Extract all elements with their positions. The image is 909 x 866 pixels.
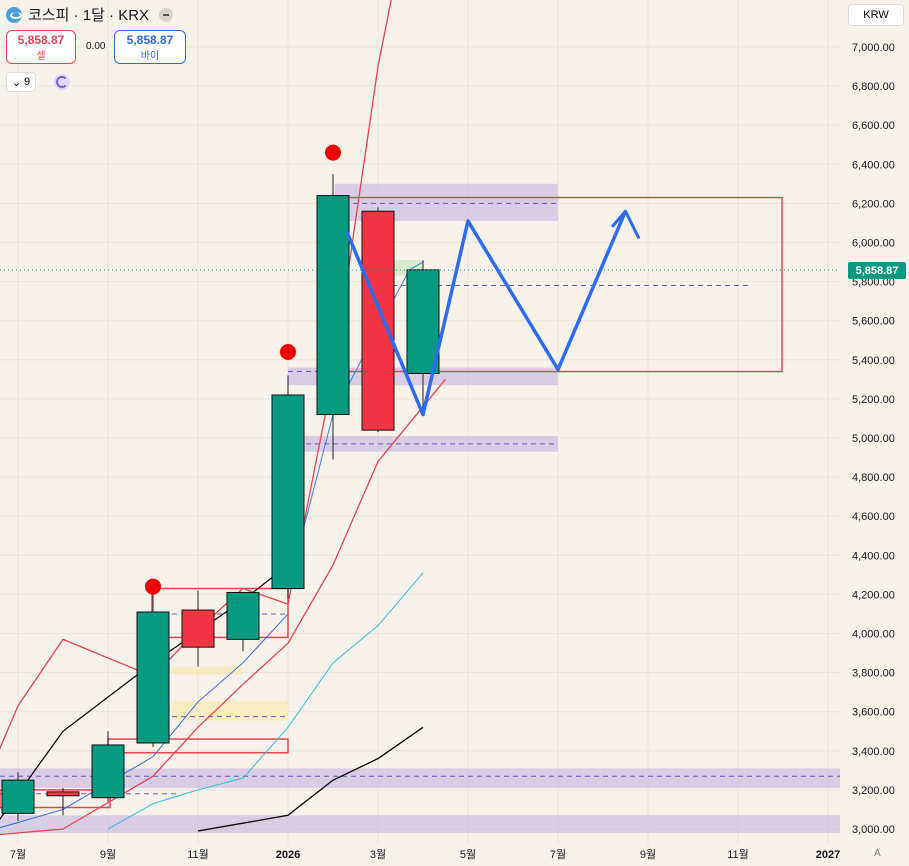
current-price-label: 5,858.87 bbox=[848, 262, 906, 279]
zone-yellow-1 bbox=[172, 700, 288, 721]
y-tick-label: 5,600.00 bbox=[852, 316, 895, 328]
candle bbox=[316, 174, 350, 460]
x-tick-label: 5월 bbox=[460, 848, 476, 861]
projection-line bbox=[344, 210, 628, 417]
y-tick-label: 4,000.00 bbox=[852, 629, 895, 641]
y-tick-label: 6,200.00 bbox=[852, 198, 895, 210]
x-tick-label: 7월 bbox=[550, 848, 566, 861]
candle bbox=[271, 375, 305, 599]
y-tick-label: 3,800.00 bbox=[852, 668, 895, 680]
buy-label: 바이 bbox=[140, 51, 160, 62]
zone-3000 bbox=[0, 815, 840, 833]
black-line-lower bbox=[197, 726, 424, 832]
spread-value: 0.00 bbox=[86, 41, 106, 52]
signal-dot bbox=[145, 578, 161, 595]
x-tick-label: 2026 bbox=[276, 849, 300, 861]
red-box-1 bbox=[0, 789, 111, 809]
red-envelope-line bbox=[0, 0, 392, 750]
y-tick-label: 4,600.00 bbox=[852, 511, 895, 523]
candle-body bbox=[226, 591, 260, 640]
refresh-icon[interactable] bbox=[54, 74, 70, 90]
candle-body bbox=[46, 791, 80, 797]
y-tick-label: 4,400.00 bbox=[852, 550, 895, 562]
y-tick-label: 6,000.00 bbox=[852, 238, 895, 250]
x-tick-label: 3월 bbox=[370, 848, 386, 861]
y-tick-label: 6,600.00 bbox=[852, 120, 895, 132]
cyan-line bbox=[107, 572, 424, 830]
candle-body bbox=[361, 210, 395, 431]
y-tick-label: 5,400.00 bbox=[852, 355, 895, 367]
zone-3250 bbox=[0, 768, 840, 788]
candle-body bbox=[181, 609, 215, 648]
indicators-toggle[interactable]: ⌄ 9 bbox=[6, 72, 36, 92]
kospi-logo-icon bbox=[6, 6, 22, 23]
candle bbox=[136, 586, 170, 747]
buy-price: 5,858.87 bbox=[126, 33, 174, 47]
zone-yellow-2 bbox=[172, 666, 242, 675]
blue-ma-line bbox=[0, 613, 289, 829]
sell-label: 셀 bbox=[36, 51, 46, 62]
currency-selector[interactable]: KRW bbox=[848, 4, 904, 26]
chevron-down-icon: ⌄ bbox=[11, 76, 22, 89]
y-tick-label: 7,000.00 bbox=[852, 42, 895, 54]
x-tick-label: 11월 bbox=[727, 848, 749, 861]
candle bbox=[406, 260, 440, 411]
y-tick-label: 6,800.00 bbox=[852, 81, 895, 93]
candle-body bbox=[136, 611, 170, 744]
candle bbox=[46, 787, 80, 816]
candle-body bbox=[1, 779, 35, 814]
x-tick-label: 9월 bbox=[100, 848, 116, 861]
candle bbox=[1, 772, 35, 822]
symbol-title: 코스피 · 1달 · KRX bbox=[28, 7, 150, 24]
sell-price: 5,858.87 bbox=[17, 33, 65, 47]
red-ma-line bbox=[0, 378, 447, 836]
indicator-count: 9 bbox=[24, 76, 31, 88]
x-tick-label: 11월 bbox=[187, 848, 209, 861]
x-tick-label: 9월 bbox=[640, 848, 656, 861]
auto-scale-button[interactable]: A bbox=[874, 848, 881, 859]
y-tick-label: 5,800.00 bbox=[852, 277, 895, 289]
candle bbox=[226, 591, 260, 652]
collapse-icon[interactable] bbox=[159, 7, 174, 22]
y-tick-label: 5,000.00 bbox=[852, 433, 895, 445]
symbol-header[interactable]: 코스피 · 1달 · KRX bbox=[6, 4, 174, 25]
projection-arrow bbox=[610, 209, 641, 240]
y-tick-label: 3,200.00 bbox=[852, 785, 895, 797]
y-tick-label: 4,200.00 bbox=[852, 589, 895, 601]
candle-body bbox=[271, 394, 305, 590]
y-tick-label: 3,000.00 bbox=[852, 824, 895, 836]
candle bbox=[91, 731, 125, 802]
signal-dot bbox=[280, 343, 296, 360]
candle-body bbox=[316, 195, 350, 416]
x-tick-label: 7월 bbox=[10, 848, 26, 861]
x-tick-label: 2027 bbox=[816, 849, 840, 861]
candle bbox=[361, 207, 395, 433]
candle-body bbox=[91, 744, 125, 799]
y-tick-label: 4,800.00 bbox=[852, 472, 895, 484]
y-tick-label: 3,400.00 bbox=[852, 746, 895, 758]
y-tick-label: 5,200.00 bbox=[852, 394, 895, 406]
signal-dot bbox=[325, 144, 341, 161]
sell-button[interactable]: 5,858.87 셀 bbox=[6, 30, 76, 64]
candle-body bbox=[406, 269, 440, 374]
candle bbox=[181, 590, 215, 667]
y-tick-label: 3,600.00 bbox=[852, 707, 895, 719]
y-tick-label: 6,400.00 bbox=[852, 159, 895, 171]
buy-button[interactable]: 5,858.87 바이 bbox=[114, 30, 186, 64]
